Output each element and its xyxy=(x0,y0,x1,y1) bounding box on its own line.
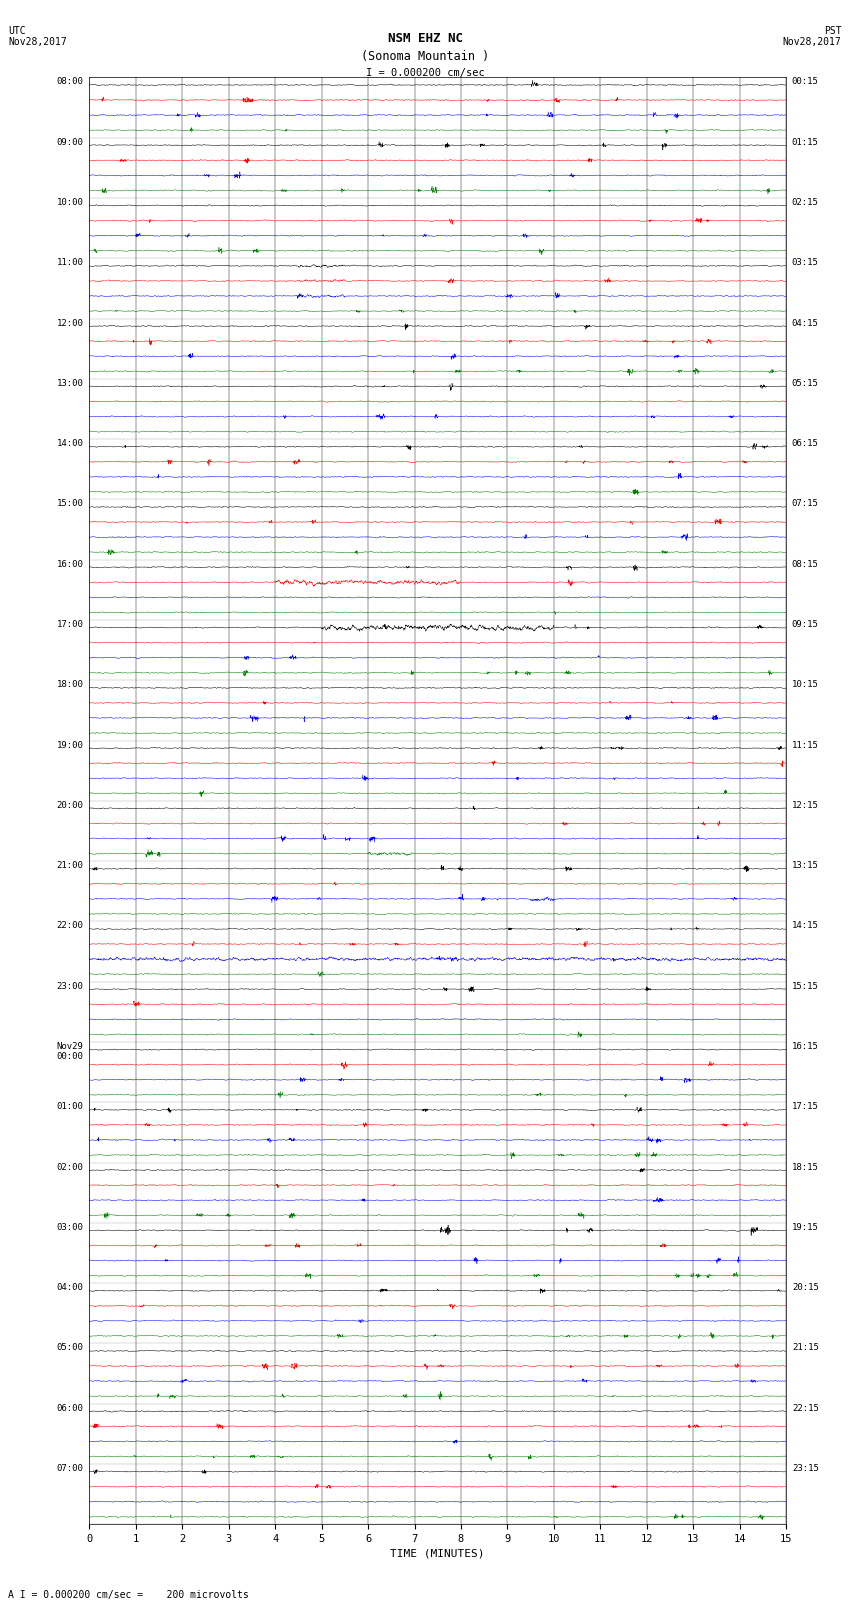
Text: 17:15: 17:15 xyxy=(792,1102,819,1111)
Text: 04:00: 04:00 xyxy=(57,1284,83,1292)
Text: 01:15: 01:15 xyxy=(792,137,819,147)
Text: 12:00: 12:00 xyxy=(57,319,83,327)
Text: 06:00: 06:00 xyxy=(57,1403,83,1413)
Text: 14:00: 14:00 xyxy=(57,439,83,448)
Text: 13:15: 13:15 xyxy=(792,861,819,869)
Text: 05:15: 05:15 xyxy=(792,379,819,387)
Text: 02:00: 02:00 xyxy=(57,1163,83,1171)
Text: 10:00: 10:00 xyxy=(57,198,83,206)
Text: Nov29
00:00: Nov29 00:00 xyxy=(57,1042,83,1061)
Text: 10:15: 10:15 xyxy=(792,681,819,689)
Text: 20:15: 20:15 xyxy=(792,1284,819,1292)
Text: 22:15: 22:15 xyxy=(792,1403,819,1413)
Text: 21:00: 21:00 xyxy=(57,861,83,869)
Text: Nov28,2017: Nov28,2017 xyxy=(8,37,67,47)
Text: 06:15: 06:15 xyxy=(792,439,819,448)
Text: 04:15: 04:15 xyxy=(792,319,819,327)
Text: 09:15: 09:15 xyxy=(792,619,819,629)
Text: UTC: UTC xyxy=(8,26,26,35)
Text: 19:15: 19:15 xyxy=(792,1223,819,1232)
Text: 08:15: 08:15 xyxy=(792,560,819,569)
Text: Nov28,2017: Nov28,2017 xyxy=(783,37,842,47)
Text: 02:15: 02:15 xyxy=(792,198,819,206)
Text: 20:00: 20:00 xyxy=(57,800,83,810)
Text: 21:15: 21:15 xyxy=(792,1344,819,1352)
Text: 05:00: 05:00 xyxy=(57,1344,83,1352)
Text: 23:00: 23:00 xyxy=(57,982,83,990)
Text: 12:15: 12:15 xyxy=(792,800,819,810)
Text: 16:15: 16:15 xyxy=(792,1042,819,1052)
Text: A I = 0.000200 cm/sec =    200 microvolts: A I = 0.000200 cm/sec = 200 microvolts xyxy=(8,1590,249,1600)
Text: 18:15: 18:15 xyxy=(792,1163,819,1171)
Text: 09:00: 09:00 xyxy=(57,137,83,147)
Text: 15:15: 15:15 xyxy=(792,982,819,990)
Text: 11:15: 11:15 xyxy=(792,740,819,750)
Text: 07:00: 07:00 xyxy=(57,1465,83,1473)
Text: 19:00: 19:00 xyxy=(57,740,83,750)
Text: 13:00: 13:00 xyxy=(57,379,83,387)
Text: 22:00: 22:00 xyxy=(57,921,83,931)
Text: NSM EHZ NC: NSM EHZ NC xyxy=(388,32,462,45)
Text: 00:15: 00:15 xyxy=(792,77,819,87)
Text: 16:00: 16:00 xyxy=(57,560,83,569)
Text: 18:00: 18:00 xyxy=(57,681,83,689)
Text: 17:00: 17:00 xyxy=(57,619,83,629)
Text: 15:00: 15:00 xyxy=(57,500,83,508)
Text: 11:00: 11:00 xyxy=(57,258,83,268)
Text: 03:00: 03:00 xyxy=(57,1223,83,1232)
Text: PST: PST xyxy=(824,26,842,35)
Text: 01:00: 01:00 xyxy=(57,1102,83,1111)
Text: 14:15: 14:15 xyxy=(792,921,819,931)
Text: 07:15: 07:15 xyxy=(792,500,819,508)
Text: I = 0.000200 cm/sec: I = 0.000200 cm/sec xyxy=(366,68,484,77)
Text: (Sonoma Mountain ): (Sonoma Mountain ) xyxy=(361,50,489,63)
Text: 03:15: 03:15 xyxy=(792,258,819,268)
Text: 23:15: 23:15 xyxy=(792,1465,819,1473)
X-axis label: TIME (MINUTES): TIME (MINUTES) xyxy=(390,1548,485,1558)
Text: 08:00: 08:00 xyxy=(57,77,83,87)
